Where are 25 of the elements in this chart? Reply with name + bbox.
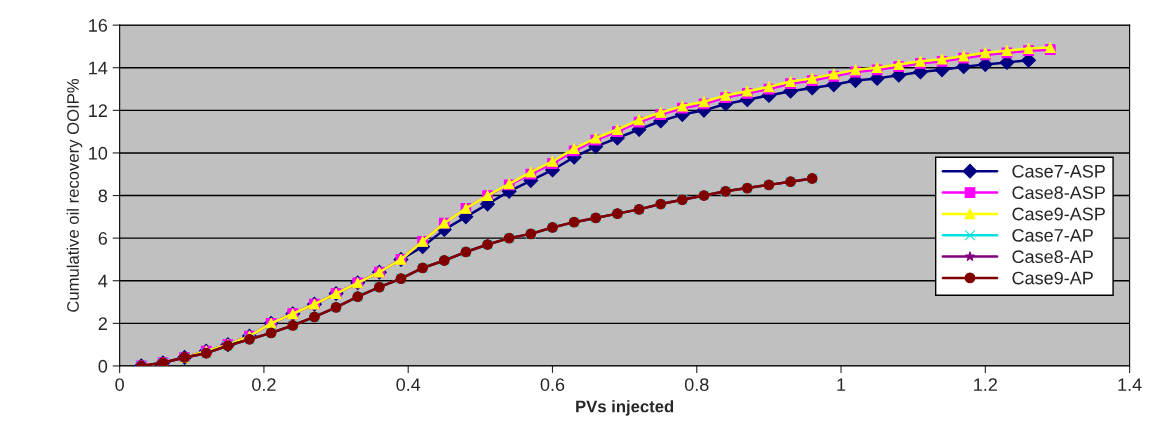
x-axis-title: PVs injected bbox=[576, 400, 674, 416]
y-tick-label: 6 bbox=[98, 232, 108, 245]
legend-label: Case9-AP bbox=[1012, 271, 1093, 285]
x-tick-label: 0 bbox=[115, 378, 124, 391]
x-tick-label: 1.2 bbox=[974, 378, 997, 391]
x-tick-label: 0.4 bbox=[396, 378, 421, 391]
x-tick-label: 0.2 bbox=[252, 378, 276, 391]
y-tick-label: 2 bbox=[98, 317, 107, 330]
y-tick-label: 0 bbox=[98, 359, 108, 373]
legend-label: Case7-ASP bbox=[1012, 164, 1105, 178]
y-tick-label: 12 bbox=[89, 104, 107, 117]
y-tick-label: 16 bbox=[89, 19, 108, 32]
legend-label: Case7-AP bbox=[1012, 228, 1093, 242]
legend-label: Case8-AP bbox=[1012, 250, 1093, 264]
y-tick-label: 4 bbox=[98, 274, 108, 288]
y-tick-label: 10 bbox=[89, 146, 108, 160]
x-tick-label: 0.8 bbox=[684, 378, 709, 391]
legend-label: Case8-ASP bbox=[1012, 186, 1105, 200]
y-tick-label: 8 bbox=[98, 189, 108, 203]
y-axis-title: Cumulative oil recovery OOIP% bbox=[66, 78, 83, 312]
x-tick-label: 1.4 bbox=[1118, 378, 1142, 391]
y-tick-label: 14 bbox=[89, 61, 108, 75]
x-tick-label: 0.6 bbox=[540, 378, 565, 391]
x-tick-label: 1 bbox=[837, 378, 846, 391]
legend-label: Case9-ASP bbox=[1012, 207, 1105, 221]
